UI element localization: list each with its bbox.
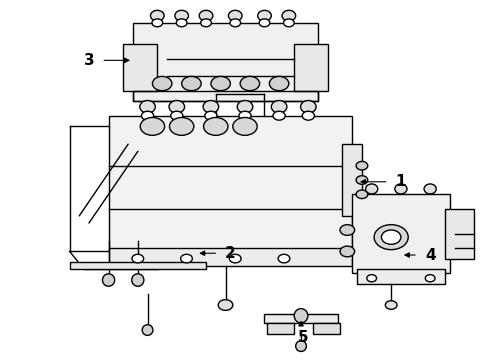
Circle shape: [140, 117, 165, 135]
Circle shape: [211, 76, 230, 91]
Ellipse shape: [102, 274, 115, 286]
Ellipse shape: [302, 111, 315, 120]
Ellipse shape: [294, 309, 308, 323]
Bar: [133, 23, 318, 102]
Text: 4: 4: [425, 248, 436, 262]
Bar: [70, 262, 206, 269]
Circle shape: [270, 76, 289, 91]
Bar: [445, 208, 474, 258]
Circle shape: [356, 161, 368, 170]
Ellipse shape: [271, 100, 287, 113]
Ellipse shape: [273, 111, 285, 120]
Ellipse shape: [175, 10, 189, 21]
Ellipse shape: [228, 10, 242, 21]
Circle shape: [425, 275, 435, 282]
Ellipse shape: [282, 10, 295, 21]
Circle shape: [233, 117, 257, 135]
Ellipse shape: [239, 111, 251, 120]
Ellipse shape: [171, 111, 183, 120]
Circle shape: [181, 254, 193, 263]
Bar: [343, 144, 362, 216]
Text: 2: 2: [225, 246, 236, 261]
Ellipse shape: [237, 100, 253, 113]
Bar: [133, 91, 318, 102]
Circle shape: [356, 176, 368, 184]
Circle shape: [218, 300, 233, 310]
Ellipse shape: [169, 100, 185, 113]
Circle shape: [367, 275, 376, 282]
Circle shape: [182, 76, 201, 91]
Circle shape: [203, 117, 228, 135]
Bar: [109, 248, 352, 266]
Circle shape: [132, 254, 144, 263]
Bar: [265, 314, 338, 323]
Ellipse shape: [205, 111, 217, 120]
Ellipse shape: [203, 100, 219, 113]
Ellipse shape: [259, 19, 270, 27]
Bar: [357, 269, 445, 284]
Ellipse shape: [366, 184, 378, 194]
Circle shape: [381, 230, 401, 244]
Circle shape: [356, 190, 368, 199]
Ellipse shape: [199, 10, 213, 21]
Ellipse shape: [132, 274, 144, 286]
Text: 5: 5: [298, 330, 309, 345]
Ellipse shape: [258, 10, 271, 21]
Text: 1: 1: [395, 174, 406, 189]
Ellipse shape: [230, 19, 241, 27]
Ellipse shape: [424, 184, 436, 194]
Ellipse shape: [142, 111, 154, 120]
Ellipse shape: [300, 100, 316, 113]
Circle shape: [340, 246, 355, 257]
Circle shape: [374, 225, 408, 249]
Ellipse shape: [140, 100, 155, 113]
Circle shape: [340, 225, 355, 235]
Circle shape: [170, 117, 194, 135]
Ellipse shape: [295, 341, 306, 351]
Ellipse shape: [176, 19, 187, 27]
Bar: [313, 323, 340, 334]
Circle shape: [240, 76, 260, 91]
Ellipse shape: [150, 10, 164, 21]
Circle shape: [152, 76, 172, 91]
Bar: [123, 44, 157, 91]
Bar: [294, 44, 328, 91]
Ellipse shape: [201, 19, 211, 27]
Ellipse shape: [395, 184, 407, 194]
Bar: [267, 323, 294, 334]
Ellipse shape: [142, 325, 153, 336]
Circle shape: [229, 254, 241, 263]
Circle shape: [385, 301, 397, 309]
Ellipse shape: [152, 19, 163, 27]
Ellipse shape: [284, 19, 294, 27]
Text: 3: 3: [84, 53, 95, 68]
Bar: [352, 194, 450, 273]
Bar: [109, 116, 352, 251]
Circle shape: [278, 254, 290, 263]
